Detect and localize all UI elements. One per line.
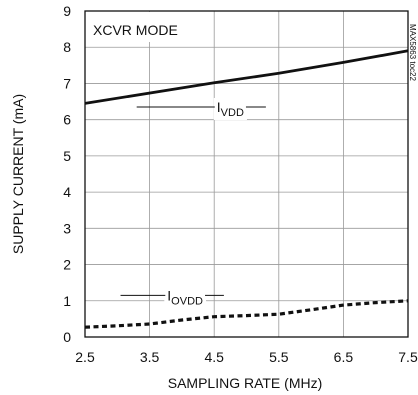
y-tick-labels: 0 1 2 3 4 5 6 7 8 9 [63, 3, 71, 345]
x-axis-label: SAMPLING RATE (MHz) [168, 375, 323, 391]
watermark: MAX5863 toc22 [408, 24, 417, 81]
mode-box: XCVR MODE [86, 12, 185, 42]
mode-label: XCVR MODE [93, 22, 178, 38]
x-tick-labels: 2.5 3.5 4.5 5.5 6.5 7.5 [75, 349, 418, 365]
y-tick-0: 0 [63, 329, 71, 345]
series-line-iovdd [84, 299, 409, 329]
series-labels: IVDD IOVDD [120, 97, 266, 309]
mode-box-background [86, 12, 185, 42]
series-lines [84, 49, 409, 329]
y-tick-6: 6 [63, 112, 71, 128]
x-tick-7.5: 7.5 [398, 349, 418, 365]
x-tick-3.5: 3.5 [140, 349, 160, 365]
x-tick-4.5: 4.5 [204, 349, 224, 365]
y-tick-9: 9 [63, 3, 71, 19]
series-label-bg [164, 286, 207, 309]
series-label-bg [213, 97, 247, 120]
series-line-ivdd [84, 49, 409, 105]
plot-frame [84, 10, 409, 338]
y-axis-label: SUPPLY CURRENT (mA) [10, 94, 26, 254]
y-tick-7: 7 [63, 75, 71, 91]
y-tick-4: 4 [63, 184, 71, 200]
y-tick-8: 8 [63, 39, 71, 55]
y-tick-3: 3 [63, 220, 71, 236]
x-tick-5.5: 5.5 [269, 349, 289, 365]
x-tick-6.5: 6.5 [334, 349, 354, 365]
series-label-ivdd: IVDD [217, 99, 244, 119]
series-label-iovdd: IOVDD [167, 287, 203, 307]
y-tick-2: 2 [63, 257, 71, 273]
y-tick-1: 1 [63, 293, 71, 309]
x-tick-2.5: 2.5 [75, 349, 95, 365]
y-tick-5: 5 [63, 148, 71, 164]
